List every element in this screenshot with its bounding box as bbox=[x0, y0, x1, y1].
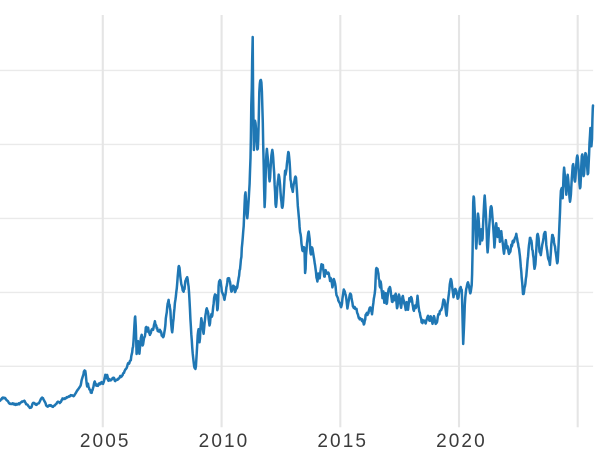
svg-text:2005: 2005 bbox=[80, 431, 131, 450]
svg-text:2010: 2010 bbox=[199, 431, 250, 450]
svg-text:2015: 2015 bbox=[317, 431, 368, 450]
svg-text:2020: 2020 bbox=[436, 431, 487, 450]
